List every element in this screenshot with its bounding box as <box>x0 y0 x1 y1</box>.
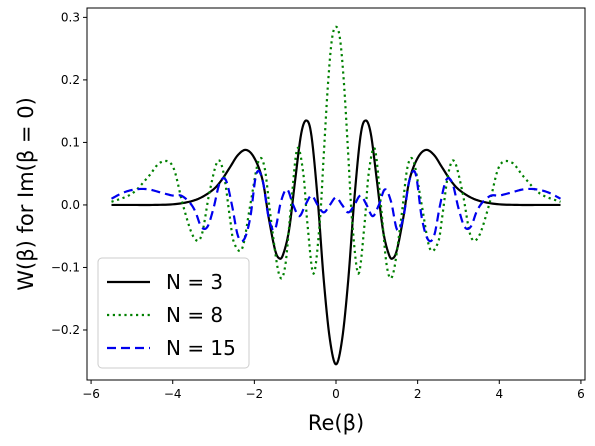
y-tick-label: −0.2 <box>51 323 80 337</box>
y-tick-label: 0.0 <box>61 198 80 212</box>
x-tick-label: −2 <box>246 387 264 401</box>
legend-box <box>97 257 250 369</box>
x-tick-label: 0 <box>332 387 340 401</box>
y-tick-label: 0.2 <box>61 73 80 87</box>
legend-label-1: N = 8 <box>166 303 223 327</box>
legend: N = 3 N = 8 N = 15 <box>97 257 250 369</box>
series-line-2 <box>110 169 562 243</box>
x-tick-label: −6 <box>82 387 100 401</box>
series-line-0 <box>111 119 561 366</box>
x-axis-ticks: −6 −4 −2 0 2 4 6 <box>82 380 585 401</box>
legend-label-0: N = 3 <box>166 270 223 294</box>
x-tick-label: 2 <box>414 387 422 401</box>
y-axis-ticks: −0.2 −0.1 0.0 0.1 0.2 0.3 <box>51 10 87 337</box>
x-tick-label: −4 <box>164 387 182 401</box>
series-line-1 <box>111 25 561 280</box>
y-axis-label: W(β) for Im(β = 0) <box>14 97 38 291</box>
plot-area <box>110 25 562 366</box>
y-tick-label: −0.1 <box>51 260 80 274</box>
y-tick-label: 0.3 <box>61 10 80 24</box>
x-axis-label: Re(β) <box>308 411 364 435</box>
legend-label-2: N = 15 <box>166 336 236 360</box>
x-tick-label: 4 <box>495 387 503 401</box>
y-tick-label: 0.1 <box>61 135 80 149</box>
x-tick-label: 6 <box>577 387 585 401</box>
